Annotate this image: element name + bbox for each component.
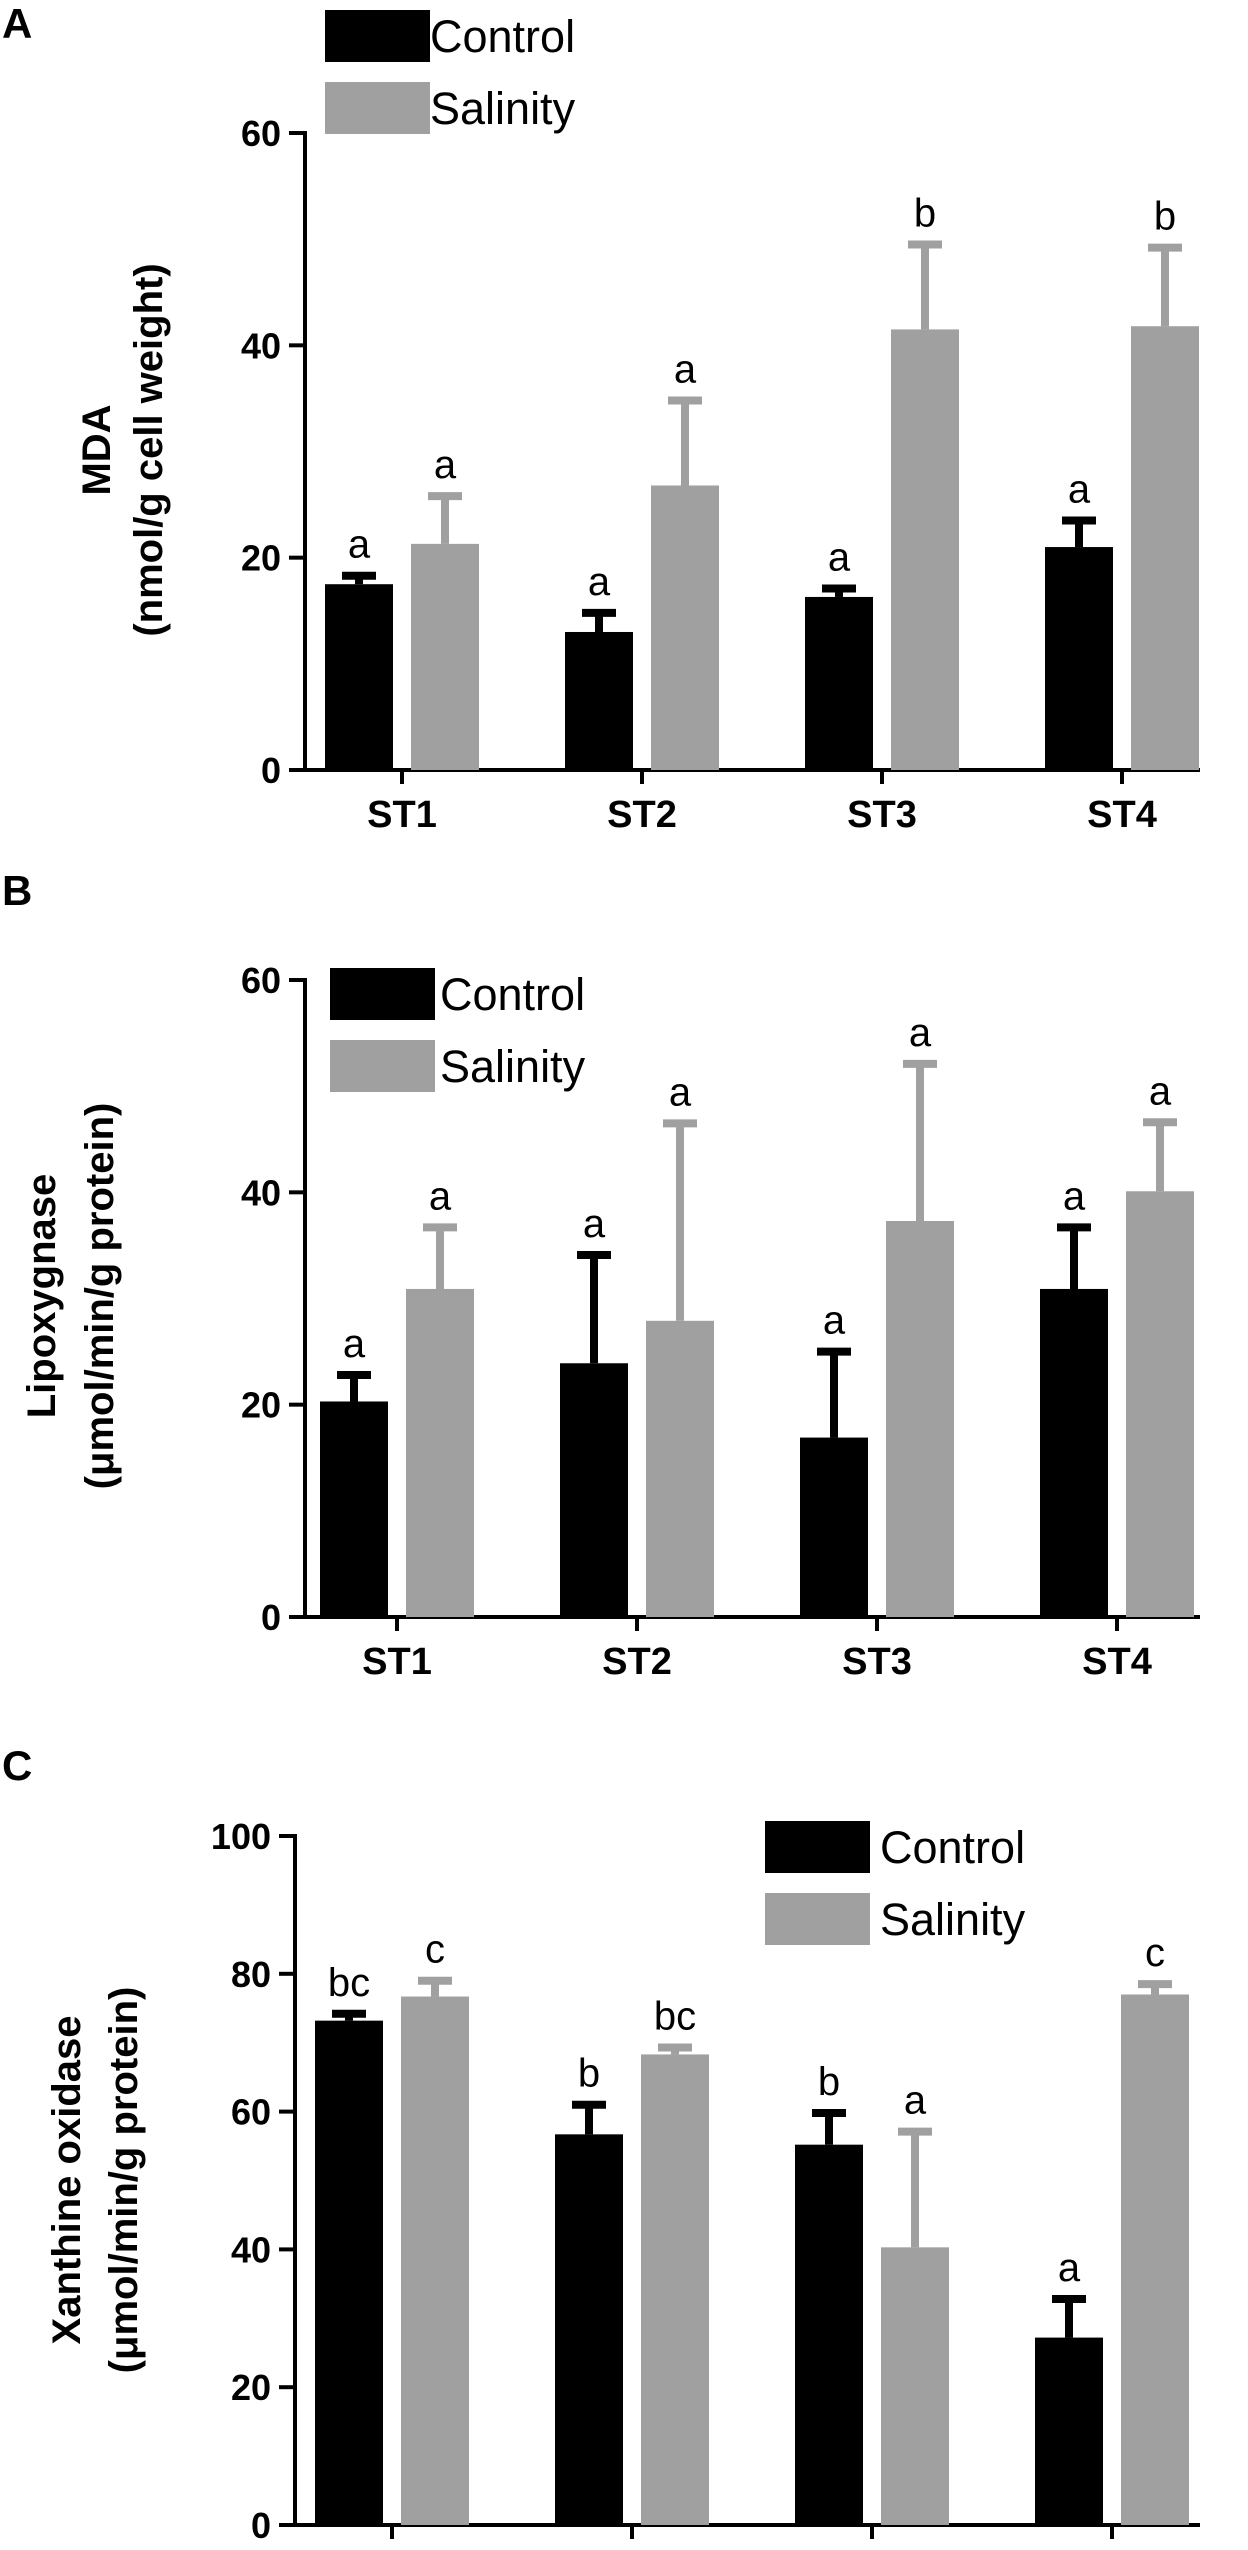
bar-control-st4: [1040, 1288, 1108, 1617]
significance-letter: b: [578, 2052, 600, 2096]
significance-letter: a: [429, 1174, 452, 1218]
significance-letter: a: [1063, 1174, 1086, 1218]
legend-label-control: Control: [430, 11, 575, 62]
significance-letter: bc: [328, 1961, 370, 2005]
legend-label-control: Control: [440, 969, 585, 1020]
significance-letter: a: [583, 1202, 606, 1246]
bar-control-st3: [795, 2144, 863, 2525]
chart-panel-c: C 0 20 40 60 80 100 Xanthine oxidase (μmol/min/g…: [2, 1742, 1200, 2550]
significance-letter: c: [1145, 1931, 1165, 1975]
significance-letter: a: [674, 348, 697, 392]
y-tick-label: 60: [241, 113, 281, 154]
x-category-label: ST2: [602, 1641, 672, 1683]
bar-control-st1: [315, 2020, 383, 2525]
bar-control-st2: [565, 631, 633, 770]
significance-letter: a: [669, 1070, 692, 1114]
significance-letter: a: [1068, 468, 1091, 512]
significance-letter: a: [343, 1322, 366, 1366]
chart-panel-b: B 0 20 40 60 Lipoxygnase (μmol/min/g protein) a…: [2, 867, 1200, 1683]
significance-letter: a: [904, 2079, 927, 2123]
significance-letter: b: [818, 2060, 840, 2104]
bar-salinity-st1: [401, 1996, 469, 2525]
bar-salinity-st3: [886, 1220, 954, 1617]
significance-letter: a: [823, 1299, 846, 1343]
bar-control-st3: [805, 596, 873, 770]
legend: Control Salinity: [325, 10, 576, 134]
significance-letter: a: [1149, 1069, 1172, 1113]
legend-swatch-salinity: [330, 1040, 435, 1092]
x-category-label: ST4: [1087, 794, 1157, 836]
y-axis-title-line-1: Lipoxygnase: [20, 1174, 64, 1419]
legend-swatch-control: [330, 968, 435, 1020]
y-tick-label: 0: [261, 750, 281, 791]
legend-label-control: Control: [880, 1822, 1025, 1873]
x-category-label: ST1: [362, 1641, 432, 1683]
bar-salinity-st3: [891, 329, 959, 770]
y-tick-label: 40: [231, 2229, 271, 2270]
legend-label-salinity: Salinity: [430, 83, 576, 134]
significance-letter: a: [1058, 2246, 1081, 2290]
panel-letter: C: [2, 1742, 32, 1789]
y-axis-title-line-2: (μmol/min/g protein): [78, 1103, 122, 1490]
panel-letter: B: [2, 867, 32, 914]
x-category-label: ST3: [847, 794, 917, 836]
x-category-label: ST1: [367, 794, 437, 836]
bar-salinity-st4: [1121, 1994, 1189, 2525]
bar-salinity-st2: [651, 485, 719, 770]
bar-control-st2: [555, 2134, 623, 2525]
legend-swatch-salinity: [325, 82, 430, 134]
y-tick-label: 0: [261, 1597, 281, 1638]
bar-salinity-st1: [406, 1288, 474, 1617]
bar-control-st4: [1035, 2337, 1103, 2525]
chart-panel-a: A 0 20 40 60 MDA (nmol/g cell weight) a a ST1 a a ST…: [2, 0, 1200, 836]
legend-swatch-salinity: [765, 1893, 870, 1945]
legend-label-salinity: Salinity: [880, 1894, 1026, 1945]
bar-salinity-st1: [411, 543, 479, 770]
x-category-label: ST3: [842, 1641, 912, 1683]
bar-control-st3: [800, 1437, 868, 1617]
y-axis-title-line-2: (nmol/g cell weight): [127, 263, 171, 636]
legend: Control Salinity: [330, 968, 586, 1092]
x-category-label: ST2: [607, 794, 677, 836]
y-tick-label: 40: [241, 325, 281, 366]
y-axis-title-line-1: Xanthine oxidase: [45, 2016, 89, 2345]
y-axis-title-line-2: (μmol/min/g protein): [102, 1987, 146, 2374]
significance-letter: a: [434, 443, 457, 487]
bar-control-st1: [320, 1401, 388, 1617]
significance-letter: a: [909, 1011, 932, 1055]
y-tick-label: 20: [241, 538, 281, 579]
significance-letter: bc: [654, 1995, 696, 2039]
bar-control-st2: [560, 1363, 628, 1617]
y-axis-title-line-1: MDA: [75, 404, 119, 495]
legend-label-salinity: Salinity: [440, 1041, 586, 1092]
legend-swatch-control: [325, 10, 430, 62]
legend: Control Salinity: [765, 1821, 1026, 1945]
y-tick-label: 20: [231, 2367, 271, 2408]
y-tick-label: 20: [241, 1385, 281, 1426]
significance-letter: b: [1154, 195, 1176, 239]
y-tick-label: 60: [231, 2092, 271, 2133]
y-tick-label: 100: [211, 1816, 271, 1857]
bar-control-st1: [325, 584, 393, 770]
y-tick-label: 0: [251, 2505, 271, 2546]
significance-letter: c: [425, 1928, 445, 1972]
bar-salinity-st2: [641, 2054, 709, 2525]
panel-letter: A: [2, 0, 32, 47]
y-tick-label: 40: [241, 1172, 281, 1213]
significance-letter: a: [588, 560, 611, 604]
bar-salinity-st4: [1131, 326, 1199, 770]
bar-control-st4: [1045, 547, 1113, 770]
bar-salinity-st2: [646, 1320, 714, 1617]
significance-letter: a: [348, 523, 371, 567]
bar-salinity-st3: [881, 2247, 949, 2525]
significance-letter: b: [914, 191, 936, 235]
x-category-label: ST4: [1082, 1641, 1152, 1683]
legend-swatch-control: [765, 1821, 870, 1873]
significance-letter: a: [828, 535, 851, 579]
y-tick-label: 60: [241, 960, 281, 1001]
bar-salinity-st4: [1126, 1191, 1194, 1617]
y-tick-label: 80: [231, 1954, 271, 1995]
